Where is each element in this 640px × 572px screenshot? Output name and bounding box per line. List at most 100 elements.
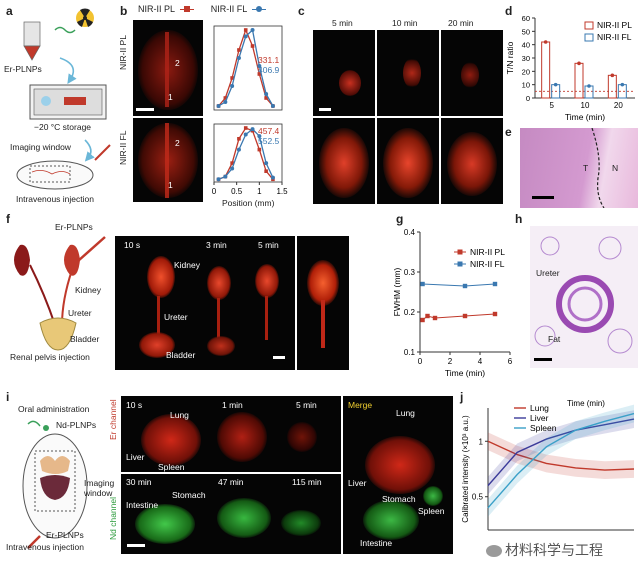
data-point bbox=[237, 48, 241, 52]
freezer-icon bbox=[29, 84, 107, 120]
f-time-3: 5 min bbox=[258, 240, 279, 250]
panel-label-c: c bbox=[298, 4, 305, 18]
c-image-pl-5min bbox=[313, 30, 375, 116]
data-point bbox=[587, 84, 591, 88]
bar bbox=[607, 74, 617, 99]
h-fat-label: Fat bbox=[548, 334, 561, 344]
data-point bbox=[243, 126, 248, 130]
e-label-T: T bbox=[583, 163, 589, 173]
data-point bbox=[223, 174, 228, 179]
i-oral-label: Oral administration bbox=[18, 404, 90, 414]
legend-swatch bbox=[457, 249, 463, 255]
confidence-band bbox=[488, 410, 634, 495]
i-intestine-label: Intestine bbox=[126, 500, 159, 510]
f-img-bladder-label: Bladder bbox=[166, 350, 196, 360]
b-image-fl bbox=[133, 118, 203, 202]
x-tick-label: 0.5 bbox=[231, 187, 243, 196]
data-point bbox=[270, 104, 275, 108]
b-pl-value-1: 331.1 bbox=[258, 55, 280, 65]
x-tick-label: 0 bbox=[212, 187, 217, 196]
b-top-profile-chart bbox=[213, 25, 283, 111]
data-point bbox=[216, 104, 221, 108]
data-point bbox=[230, 166, 235, 171]
panel-label-j: j bbox=[460, 390, 464, 404]
data-point bbox=[264, 169, 268, 173]
plot-frame bbox=[213, 123, 283, 183]
data-point bbox=[236, 56, 241, 60]
legend-label: Spleen bbox=[530, 423, 557, 433]
e-histology-image bbox=[520, 128, 638, 208]
bar bbox=[574, 62, 584, 99]
f-bladder-label: Bladder bbox=[70, 334, 100, 344]
i-merge-liver: Liver bbox=[348, 478, 367, 488]
y-tick-label: 10 bbox=[522, 81, 530, 90]
data-point bbox=[264, 96, 268, 100]
data-point bbox=[223, 96, 228, 100]
c-image-fl-20min bbox=[441, 118, 503, 204]
i-nd-channel-label: Nd channel bbox=[108, 496, 118, 540]
data-point bbox=[257, 64, 262, 68]
i-merge-spleen: Spleen bbox=[418, 506, 445, 516]
data-point bbox=[420, 281, 425, 287]
g-fwhm-chart: 0.1 0.2 0.3 0.4 0 2 4 6 NIR-II PL NIR-II FL Time (… bbox=[392, 228, 513, 378]
data-point bbox=[553, 82, 558, 87]
legend-label: NIR-II FL bbox=[597, 32, 632, 42]
a-storage-label: −20 °C storage bbox=[34, 122, 92, 132]
i-lung-label: Lung bbox=[170, 410, 189, 420]
x-axis-label: Time (min) bbox=[445, 368, 485, 378]
x-axis-label: Time (min) bbox=[565, 112, 605, 122]
b-legend: NIR-II PL NIR-II FL bbox=[138, 4, 267, 14]
wechat-icon bbox=[486, 545, 502, 558]
x-tick-label: 20 bbox=[614, 101, 623, 110]
syringe-icon bbox=[77, 236, 106, 262]
data-point bbox=[264, 92, 269, 96]
legend-label: Lung bbox=[530, 403, 549, 413]
syringe-icon bbox=[27, 535, 41, 549]
a-injection-label: Intravenous injection bbox=[16, 194, 94, 204]
panel-a-schematic bbox=[16, 8, 111, 190]
i-window-label: Imaging window bbox=[84, 478, 115, 498]
i-time-4: 30 min bbox=[126, 477, 152, 487]
series-line-0 bbox=[487, 440, 635, 471]
b-legend-pl: NIR-II PL bbox=[138, 4, 175, 14]
x-tick-label: 6 bbox=[508, 357, 513, 366]
x-tick-label: 10 bbox=[581, 101, 590, 110]
f-image-zoom bbox=[297, 236, 349, 370]
b-row-label-pl: NIR-II PL bbox=[118, 35, 128, 70]
f-time-1: 10 s bbox=[124, 240, 141, 250]
b-scale-bar bbox=[136, 108, 154, 111]
b-mark-1-top: 1 bbox=[168, 92, 173, 102]
h-histology-image bbox=[530, 226, 638, 368]
b-mark-2-bottom: 2 bbox=[175, 138, 180, 148]
data-point bbox=[230, 84, 235, 88]
b-row-label-fl: NIR-II FL bbox=[118, 130, 128, 165]
data-point bbox=[237, 137, 241, 141]
f-ureter-label: Ureter bbox=[68, 308, 92, 318]
data-point bbox=[270, 175, 275, 180]
data-point bbox=[492, 311, 498, 317]
i-schematic bbox=[22, 420, 88, 549]
b-fl-value-2: 552.5 bbox=[258, 136, 280, 146]
a-er-plnps-label: Er-PLNPs bbox=[4, 64, 42, 74]
data-point bbox=[230, 76, 234, 80]
b-mark-2-top: 2 bbox=[175, 58, 180, 68]
data-point bbox=[257, 72, 262, 76]
radiation-icon bbox=[76, 8, 94, 27]
e-label-N: N bbox=[612, 163, 619, 173]
b-mark-1-bottom: 1 bbox=[168, 180, 173, 190]
kidney-icon bbox=[14, 244, 30, 276]
data-point bbox=[243, 132, 248, 137]
i-nd-channel-images bbox=[121, 474, 341, 554]
i-er-channel-label: Er channel bbox=[108, 399, 118, 440]
c-image-pl-20min bbox=[441, 30, 503, 116]
d-tn-ratio-chart: 0 10 20 30 40 50 60 5 10 20 Time (min) T/N ratio NIR… bbox=[505, 14, 635, 122]
i-injection-label: Intravenous injection bbox=[6, 542, 84, 552]
data-point bbox=[543, 40, 548, 44]
f-caption: Renal pelvis injection bbox=[10, 352, 90, 362]
legend-swatch bbox=[584, 33, 594, 42]
panel-label-d: d bbox=[505, 4, 513, 18]
data-point bbox=[243, 28, 248, 32]
y-tick-label: 50 bbox=[522, 27, 530, 36]
f-kidney-label: Kidney bbox=[75, 285, 101, 295]
